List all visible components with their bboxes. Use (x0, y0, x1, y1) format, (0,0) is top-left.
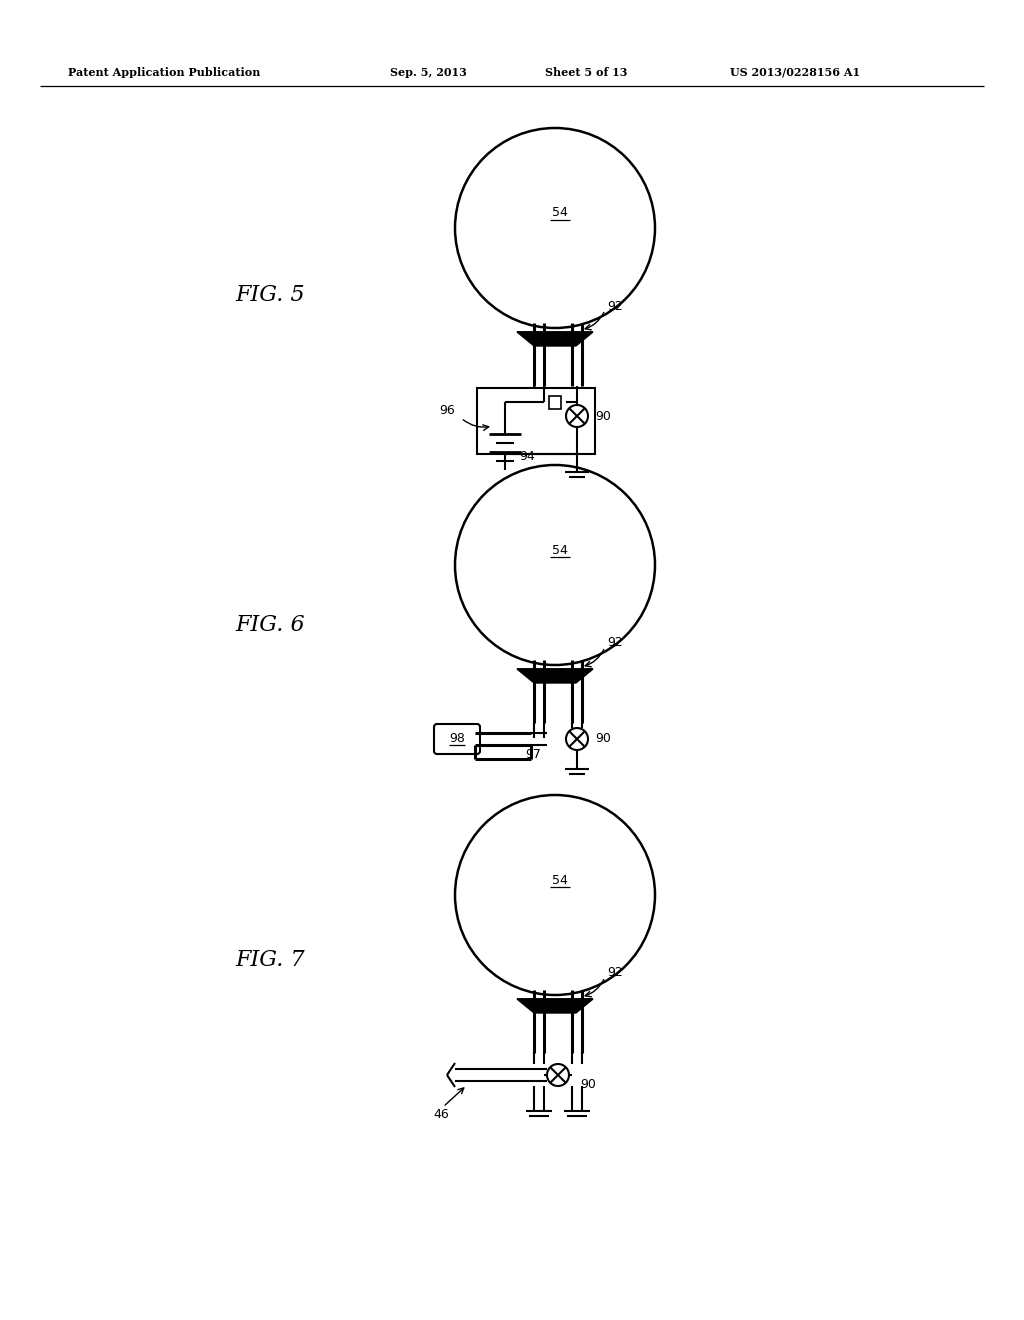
Text: Sep. 5, 2013: Sep. 5, 2013 (390, 66, 467, 78)
Text: 54: 54 (552, 206, 568, 219)
Bar (477, 388, 595, 454)
Text: 46: 46 (433, 1109, 449, 1122)
Circle shape (547, 1064, 569, 1086)
Text: 92: 92 (607, 966, 623, 979)
Text: Patent Application Publication: Patent Application Publication (68, 66, 260, 78)
Bar (549, 396, 561, 408)
Text: FIG. 7: FIG. 7 (236, 949, 305, 972)
Circle shape (566, 405, 588, 426)
Text: 54: 54 (552, 544, 568, 557)
Text: 90: 90 (595, 409, 611, 422)
Text: 92: 92 (607, 636, 623, 649)
Polygon shape (517, 669, 593, 682)
Text: 94: 94 (519, 450, 535, 462)
Text: 90: 90 (580, 1078, 596, 1092)
Polygon shape (517, 333, 593, 346)
Text: 98: 98 (450, 733, 465, 746)
Text: 92: 92 (607, 300, 623, 313)
Polygon shape (517, 999, 593, 1012)
Circle shape (566, 729, 588, 750)
Text: 97: 97 (525, 748, 541, 762)
Text: FIG. 6: FIG. 6 (236, 614, 305, 636)
Text: 96: 96 (439, 404, 455, 417)
Text: 90: 90 (595, 733, 611, 746)
Text: FIG. 5: FIG. 5 (236, 284, 305, 306)
Text: 54: 54 (552, 874, 568, 887)
Text: US 2013/0228156 A1: US 2013/0228156 A1 (730, 66, 860, 78)
Text: Sheet 5 of 13: Sheet 5 of 13 (545, 66, 628, 78)
